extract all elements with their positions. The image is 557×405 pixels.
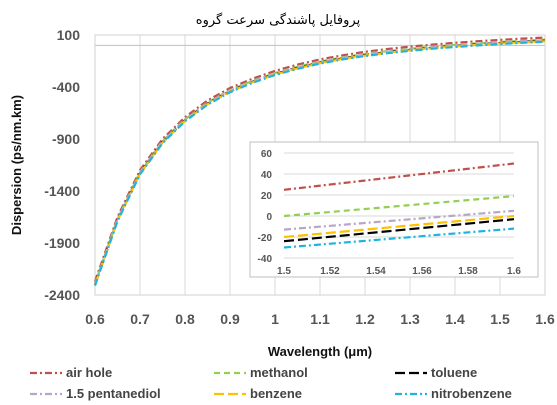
inset-background <box>249 141 539 278</box>
inset-y-tick-label: 20 <box>261 191 273 202</box>
inset-x-tick-label: 1.54 <box>366 266 386 277</box>
x-tick-label: 1 <box>271 311 279 327</box>
inset-series-line-air-hole <box>283 162 515 191</box>
inset-series-line-nitrobenzene <box>283 227 515 249</box>
x-tick-label: 0.6 <box>85 311 105 327</box>
legend: air hole methanol toluene 1.5 pentanediol be… <box>30 365 512 401</box>
series-line-air-hole <box>93 36 546 282</box>
x-tick-label: 0.9 <box>220 311 240 327</box>
plot-area-frame <box>94 34 546 296</box>
y-tick-label: -1900 <box>44 235 80 251</box>
inset-series-line-1-5-pentanediol <box>283 209 515 231</box>
legend-label: benzene <box>250 386 302 401</box>
x-tick-label: 1.2 <box>355 311 375 327</box>
x-tick-label: 1.6 <box>535 311 555 327</box>
inset-y-tick-label: 0 <box>266 212 272 223</box>
y-tick-label: -1400 <box>44 183 80 199</box>
series-line-nitrobenzene <box>93 40 546 286</box>
inset-x-axis-ticks: 1.5 1.52 1.54 1.56 1.58 1.6 <box>277 266 521 277</box>
inset-x-tick-label: 1.5 <box>277 266 291 277</box>
y-tick-label: -400 <box>52 79 80 95</box>
y-axis-label: Dispersion (ps/nm.km) <box>9 95 24 235</box>
legend-label: nitrobenzene <box>431 386 512 401</box>
main-series-lines <box>93 36 546 286</box>
y-tick-label: -900 <box>52 131 80 147</box>
inset-y-tick-label: -40 <box>258 254 273 265</box>
inset-x-tick-label: 1.58 <box>458 266 478 277</box>
y-axis-ticks: 100 -400 -900 -1400 -1900 -2400 <box>44 27 80 303</box>
x-tick-label: 0.7 <box>130 311 150 327</box>
y-tick-label: -2400 <box>44 287 80 303</box>
legend-label: 1.5 pentanediol <box>66 386 161 401</box>
x-tick-label: 1.1 <box>310 311 330 327</box>
x-tick-label: 1.4 <box>445 311 465 327</box>
inset-series-line-toluene <box>283 218 515 243</box>
inset-chart: 60 40 20 0 -20 -40 1.5 1.52 1.54 1.56 1.58 1.6 <box>249 141 539 278</box>
inset-series-line-benzene <box>283 214 515 239</box>
legend-item-1-5-pentanediol: 1.5 pentanediol <box>30 386 161 401</box>
legend-label: toluene <box>431 365 477 380</box>
legend-item-nitrobenzene: nitrobenzene <box>395 386 512 401</box>
legend-label: methanol <box>250 365 308 380</box>
x-axis-ticks: 0.6 0.7 0.8 0.9 1 1.1 1.2 1.3 1.4 1.5 1.6 <box>85 311 555 327</box>
x-tick-label: 0.8 <box>175 311 195 327</box>
x-tick-label: 1.3 <box>400 311 420 327</box>
inset-x-tick-label: 1.6 <box>507 266 521 277</box>
inset-x-tick-label: 1.52 <box>320 266 340 277</box>
legend-item-methanol: methanol <box>214 365 308 380</box>
chart-title: پروفایل پاشندگی سرعت گروه <box>196 12 361 28</box>
inset-y-axis-ticks: 60 40 20 0 -20 -40 <box>258 149 273 265</box>
inset-series-lines <box>283 162 515 249</box>
legend-item-air-hole: air hole <box>30 365 112 380</box>
inset-series-line-methanol <box>283 195 515 218</box>
x-tick-label: 1.5 <box>490 311 510 327</box>
y-tick-label: 100 <box>57 27 81 43</box>
x-axis-label: Wavelength (μm) <box>268 344 372 359</box>
legend-label: air hole <box>66 365 112 380</box>
inset-x-tick-label: 1.56 <box>412 266 432 277</box>
inset-y-tick-label: 40 <box>261 170 273 181</box>
legend-item-benzene: benzene <box>214 386 302 401</box>
legend-item-toluene: toluene <box>395 365 477 380</box>
inset-y-tick-label: 60 <box>261 149 273 160</box>
inset-y-tick-label: -20 <box>258 233 273 244</box>
